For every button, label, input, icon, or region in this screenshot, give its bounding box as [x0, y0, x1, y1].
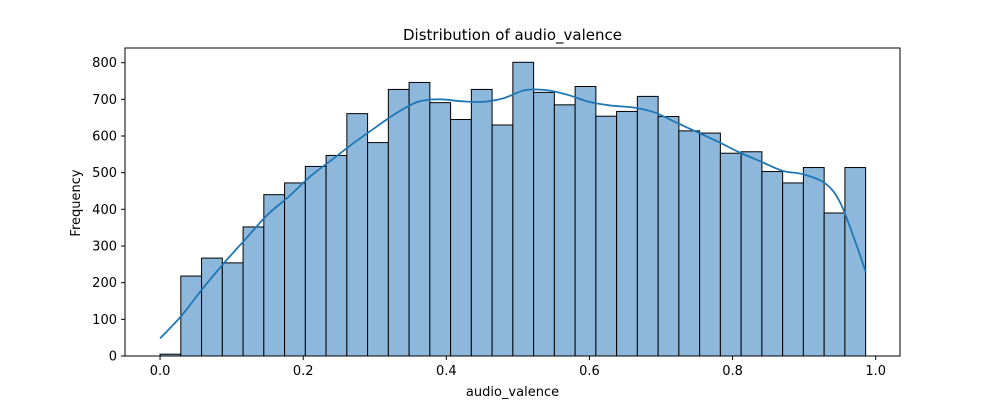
- histogram-bar: [636, 95, 659, 357]
- y-tick-label: 200: [92, 276, 117, 291]
- histogram-bar: [678, 130, 701, 357]
- histogram-bar: [574, 86, 597, 357]
- histogram-bar: [553, 104, 576, 357]
- histogram-bar: [429, 102, 452, 357]
- histogram-bar: [346, 113, 369, 357]
- histogram-bar: [699, 132, 721, 357]
- histogram-bar: [823, 212, 846, 357]
- y-tick-label: 600: [92, 130, 117, 145]
- x-tick-label: 0.8: [722, 364, 743, 379]
- y-tick-label: 0: [109, 350, 117, 365]
- histogram-bar: [450, 119, 472, 357]
- histogram-bar: [367, 142, 389, 357]
- histogram-bar: [201, 257, 223, 357]
- histogram-bar: [242, 226, 265, 357]
- histogram-bar: [595, 115, 618, 357]
- histogram-bar: [657, 116, 680, 357]
- x-axis-ticks: 0.0 0.2 0.4 0.6 0.8 1.0: [150, 356, 886, 379]
- histogram-bar: [284, 182, 306, 357]
- histogram-bar: [533, 91, 555, 357]
- histogram-bar: [263, 194, 286, 357]
- x-tick-label: 0.0: [150, 364, 171, 379]
- y-tick-label: 500: [92, 166, 117, 181]
- histogram-bar: [491, 124, 514, 357]
- histogram-bar: [470, 88, 493, 357]
- y-axis-label: Frequency: [69, 169, 84, 236]
- y-tick-label: 300: [92, 240, 117, 255]
- x-tick-label: 1.0: [865, 364, 886, 379]
- histogram-bar: [616, 110, 638, 357]
- y-tick-label: 100: [92, 313, 117, 328]
- x-tick-label: 0.6: [579, 364, 600, 379]
- histogram-bar: [761, 171, 784, 357]
- histogram-bar: [719, 152, 742, 357]
- histogram-bar: [387, 88, 410, 357]
- histogram-bar: [408, 81, 431, 357]
- y-tick-label: 700: [92, 93, 117, 108]
- y-tick-label: 800: [92, 56, 117, 71]
- y-tick-label: 400: [92, 203, 117, 218]
- histogram-bars: [159, 61, 867, 357]
- histogram-bar: [740, 151, 763, 357]
- histogram-bar: [304, 165, 327, 357]
- chart-title: Distribution of audio_valence: [403, 26, 622, 45]
- x-axis-label: audio_valence: [466, 385, 559, 400]
- plot-frame: [124, 47, 901, 357]
- histogram-bar: [782, 182, 804, 357]
- histogram-bar: [221, 262, 244, 357]
- y-axis-ticks: 0 100 200 300 400 500 600 700 800: [92, 56, 125, 365]
- kde-curve: [159, 88, 867, 340]
- x-tick-label: 0.4: [436, 364, 457, 379]
- histogram-bar: [325, 154, 348, 357]
- x-tick-label: 0.2: [293, 364, 314, 379]
- histogram-bar: [512, 61, 535, 357]
- histogram-bar: [180, 275, 203, 357]
- histogram-bar: [802, 167, 825, 357]
